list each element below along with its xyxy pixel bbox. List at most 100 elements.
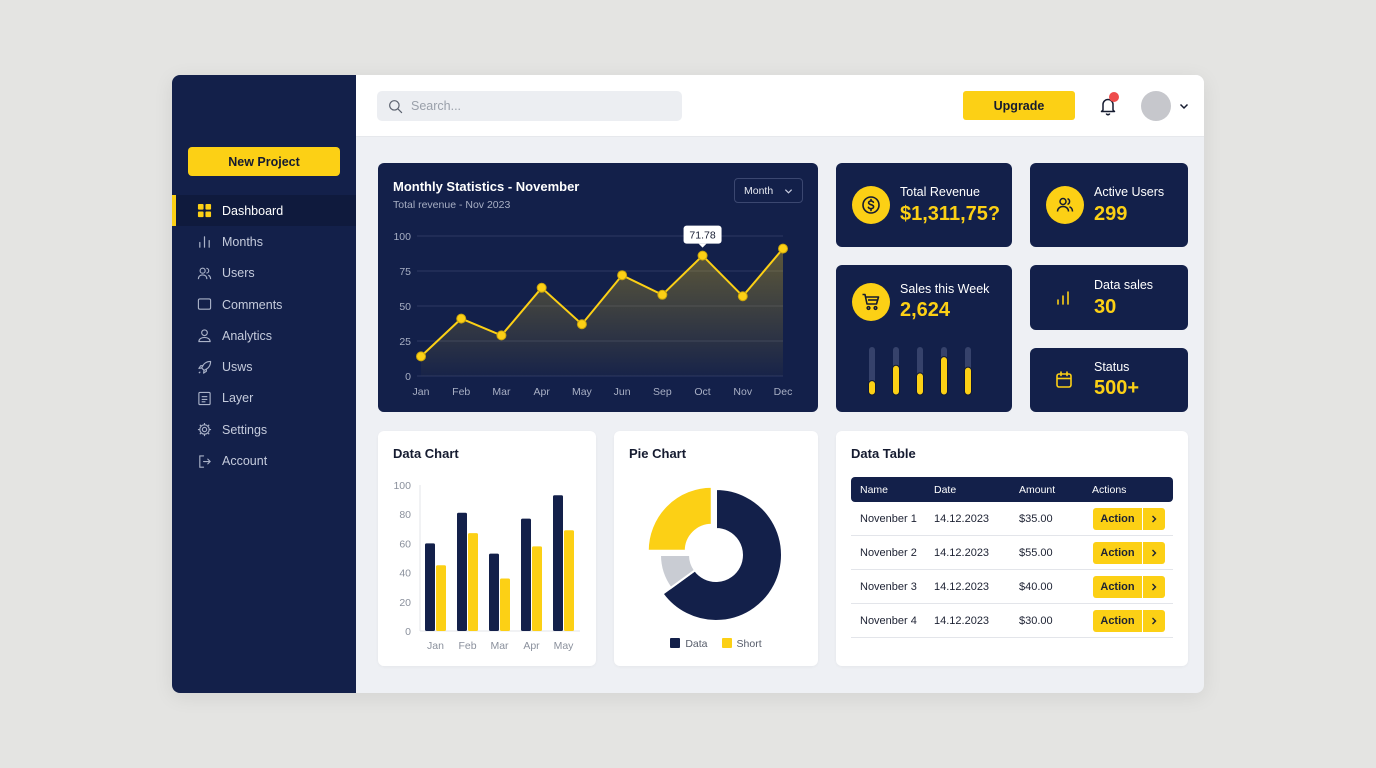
cell-name: Novenber 1 (860, 512, 917, 525)
svg-text:Feb: Feb (458, 640, 476, 652)
cell-amount: $55.00 (1019, 546, 1053, 559)
action-split-button: Action (1093, 609, 1173, 632)
sidebar-item-label: Users (222, 266, 255, 281)
cell-name: Novenber 4 (860, 614, 917, 627)
svg-text:Dec: Dec (774, 386, 793, 398)
cell-name: Novenber 2 (860, 546, 917, 559)
svg-text:20: 20 (399, 597, 411, 609)
document-icon (196, 390, 212, 406)
action-button[interactable]: Action (1093, 507, 1142, 530)
action-button[interactable]: Action (1093, 609, 1142, 632)
column-header-date: Date (934, 483, 957, 496)
cell-date: 14.12.2023 (934, 580, 990, 593)
kpi-value: $1,311,75? (900, 203, 1001, 225)
chevron-down-icon[interactable] (1178, 100, 1190, 112)
legend-label: Short (736, 638, 762, 650)
svg-text:Feb: Feb (452, 386, 470, 398)
svg-text:75: 75 (399, 266, 411, 278)
kpi-value: 299 (1094, 203, 1128, 225)
sidebar-item-users[interactable]: Users (172, 258, 356, 289)
chevron-right-icon (1152, 549, 1157, 556)
period-select[interactable]: Month (734, 178, 803, 203)
svg-text:71.78: 71.78 (689, 230, 715, 242)
users-icon (196, 265, 212, 281)
card-title: Pie Chart (629, 446, 687, 461)
action-menu-button[interactable] (1143, 609, 1165, 632)
action-button[interactable]: Action (1093, 575, 1142, 598)
card-title: Data Table (851, 446, 916, 461)
top-bar: Upgrade (356, 75, 1204, 137)
svg-text:100: 100 (393, 480, 411, 492)
kpi-value: 30 (1094, 296, 1117, 318)
mini-bar-chart (868, 347, 972, 396)
kpi-value: 500+ (1094, 377, 1140, 399)
sidebar-item-dashboard[interactable]: Dashboard (172, 195, 356, 227)
table-row: Novenber 3 14.12.2023 $40.00 Action (851, 570, 1173, 604)
new-project-button[interactable]: New Project (188, 147, 340, 176)
sidebar-item-settings[interactable]: Settings (172, 414, 356, 445)
sidebar-item-usws[interactable]: Usws (172, 351, 356, 382)
sidebar-item-months[interactable]: Months (172, 226, 356, 257)
action-menu-button[interactable] (1143, 507, 1165, 530)
column-header-name: Name (860, 483, 889, 496)
svg-text:25: 25 (399, 336, 411, 348)
sidebar-item-analytics[interactable]: Analytics (172, 320, 356, 351)
svg-text:80: 80 (399, 509, 411, 521)
sidebar-item-label: Layer (222, 391, 254, 406)
sidebar-item-comments[interactable]: Comments (172, 289, 356, 320)
action-menu-button[interactable] (1143, 541, 1165, 564)
column-header-actions: Actions (1092, 483, 1127, 496)
action-button[interactable]: Action (1093, 541, 1142, 564)
legend-item-data: Data (670, 638, 708, 650)
chevron-right-icon (1152, 515, 1157, 522)
svg-text:Mar: Mar (492, 386, 511, 398)
period-select-value: Month (744, 184, 774, 197)
data-table-card: Data Table Name Date Amount Actions Nove… (836, 431, 1188, 666)
search-input[interactable] (411, 99, 661, 113)
svg-text:100: 100 (393, 231, 411, 243)
cell-amount: $40.00 (1019, 580, 1053, 593)
cell-date: 14.12.2023 (934, 512, 990, 525)
kpi-status: Status 500+ (1030, 348, 1188, 412)
comment-icon (196, 297, 212, 313)
svg-text:60: 60 (399, 538, 411, 550)
rocket-icon (196, 359, 212, 375)
sidebar-item-account[interactable]: Account (172, 445, 356, 476)
kpi-label: Total Revenue (900, 185, 980, 199)
svg-text:50: 50 (399, 301, 411, 313)
svg-text:May: May (554, 640, 575, 652)
sidebar-nav: Dashboard Months Users Comments (172, 195, 356, 477)
logout-icon (196, 453, 212, 469)
kpi-label: Active Users (1094, 185, 1165, 199)
signal-bars-icon (1057, 291, 1069, 305)
line-chart: 0 25 50 75 100 Jan Feb Mar Apr May Jun Sep Oct Nov Dec… (393, 225, 793, 398)
kpi-label: Data sales (1094, 278, 1154, 292)
data-table: Name Date Amount Actions Novenber 1 14.1… (851, 477, 1173, 638)
search-box[interactable] (377, 91, 682, 121)
sidebar: New Project Dashboard Months Users (172, 75, 356, 693)
svg-text:Apr: Apr (533, 386, 550, 398)
cart-icon (852, 283, 890, 321)
sidebar-item-label: Usws (222, 360, 253, 375)
dollar-coin-icon (852, 186, 890, 224)
gear-icon (196, 422, 212, 438)
notifications-button[interactable] (1098, 92, 1119, 117)
sidebar-item-layer[interactable]: Layer (172, 383, 356, 414)
notification-badge (1109, 92, 1119, 102)
upgrade-button[interactable]: Upgrade (963, 91, 1075, 120)
kpi-label: Status (1094, 360, 1130, 374)
card-title: Data Chart (393, 446, 459, 461)
svg-text:Nov: Nov (733, 386, 752, 398)
calendar-icon (1056, 371, 1072, 388)
sidebar-item-label: Settings (222, 422, 268, 437)
svg-text:Jan: Jan (413, 386, 430, 398)
chevron-down-icon (784, 189, 793, 194)
svg-text:Apr: Apr (523, 640, 540, 652)
svg-text:Sep: Sep (653, 386, 672, 398)
svg-text:0: 0 (405, 371, 411, 383)
action-menu-button[interactable] (1143, 575, 1165, 598)
cell-date: 14.12.2023 (934, 614, 990, 627)
avatar[interactable] (1141, 91, 1171, 121)
svg-text:May: May (572, 386, 593, 398)
donut-chart (646, 485, 783, 622)
